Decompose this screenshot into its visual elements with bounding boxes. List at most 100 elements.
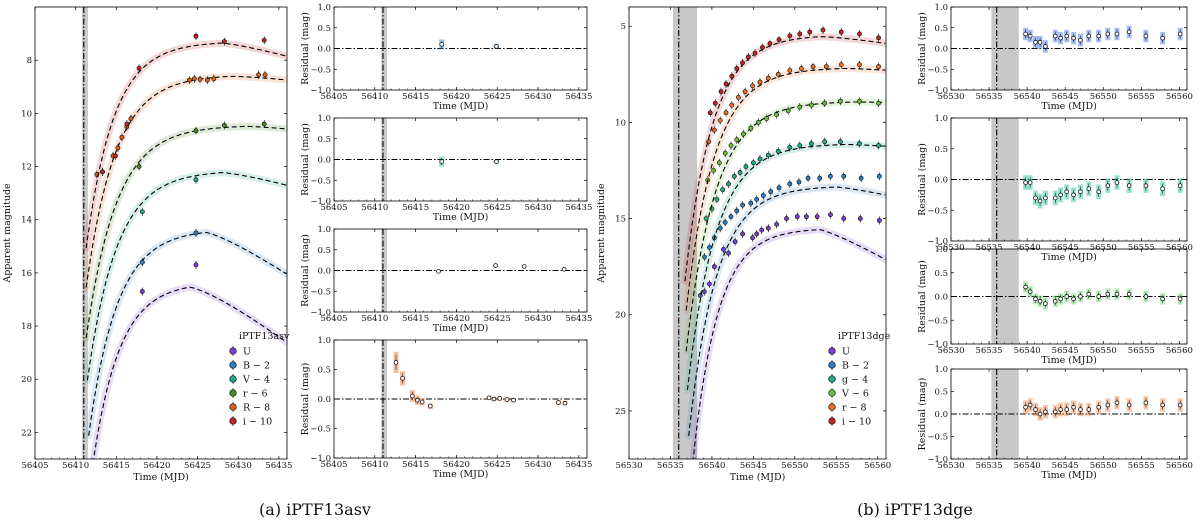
residual-point <box>414 397 420 403</box>
data-point <box>197 76 203 82</box>
data-point <box>765 152 771 158</box>
data-point <box>807 29 813 35</box>
data-point <box>774 221 779 227</box>
y-tick-label: 5 <box>621 22 626 32</box>
data-point <box>720 187 726 193</box>
data-point <box>731 173 737 179</box>
x-axis-label: Time (MJD) <box>1041 470 1097 481</box>
residual-point <box>561 267 567 272</box>
data-point <box>128 116 134 122</box>
x-tick-label: 56435 <box>565 92 592 102</box>
data-point <box>760 193 766 198</box>
residual-point <box>511 397 516 403</box>
y-tick-label: 0.0 <box>317 267 331 277</box>
data-point <box>876 100 881 106</box>
data-point <box>857 62 862 68</box>
x-tick-label: 56545 <box>740 461 767 471</box>
x-tick-label: 56560 <box>1166 346 1193 356</box>
data-point <box>754 231 760 237</box>
data-point <box>805 175 811 181</box>
legend-marker <box>828 347 836 355</box>
data-point <box>858 175 864 181</box>
data-point <box>796 179 802 185</box>
data-point <box>729 73 735 79</box>
data-point <box>211 76 217 82</box>
residual-point <box>1177 183 1183 188</box>
x-tick-label: 56545 <box>1052 243 1079 253</box>
y-tick-label: 0.5 <box>934 388 948 398</box>
data-point <box>726 181 731 187</box>
plot-area <box>681 26 886 459</box>
x-tick-label: 56555 <box>1128 346 1155 356</box>
residual-point <box>1114 180 1120 185</box>
residual-point <box>1033 40 1038 45</box>
data-point <box>256 72 261 78</box>
x-tick-label: 56535 <box>976 243 1003 253</box>
residual-point <box>410 393 415 399</box>
x-axis-label: Time (MJD) <box>133 472 189 483</box>
data-point <box>222 122 227 128</box>
data-point <box>787 33 793 39</box>
data-point <box>822 139 828 145</box>
axes-frame <box>950 368 1188 460</box>
residual-point <box>1078 407 1083 412</box>
residual-point <box>1143 183 1149 188</box>
x-tick-label: 56540 <box>1014 92 1041 102</box>
legend-marker <box>828 403 836 411</box>
legend-marker <box>229 347 237 355</box>
x-tick-label: 56545 <box>1052 92 1079 102</box>
x-tick-label: 56415 <box>402 314 429 324</box>
data-point <box>139 289 145 294</box>
legend-label: i − 10 <box>842 417 871 428</box>
y-tick-label: 0.5 <box>317 24 331 34</box>
residual-point <box>1058 35 1063 41</box>
y-tick-label: −0.5 <box>310 176 331 186</box>
residual-point <box>1105 31 1111 37</box>
y-tick-label: 0.5 <box>934 24 948 34</box>
data-point <box>734 208 740 214</box>
residual-panels-iptf13asv: 56405 56410 56415 56420 56425 56430 56435 −1.0 −… <box>300 3 592 480</box>
data-point <box>193 128 199 134</box>
y-axis-label: Residual (mag) <box>917 378 928 451</box>
x-tick-label: 56535 <box>976 461 1003 471</box>
plot-area <box>82 32 287 459</box>
data-point <box>742 89 748 95</box>
y-tick-label: 15 <box>615 215 626 225</box>
data-point <box>823 64 829 70</box>
residual-point <box>1105 402 1111 408</box>
data-point <box>193 33 199 39</box>
residual-point <box>1086 186 1092 191</box>
data-point <box>794 214 800 220</box>
y-axis-label: Residual (mag) <box>917 12 928 85</box>
data-point <box>728 143 734 148</box>
x-tick-label: 56530 <box>937 461 964 471</box>
data-point <box>748 200 754 206</box>
y-tick-label: 0.5 <box>317 246 331 256</box>
data-point <box>876 143 881 148</box>
y-axis-label: Apparent magnitude <box>596 183 607 284</box>
data-point <box>765 225 771 231</box>
axes-frame <box>34 6 288 460</box>
data-point <box>261 121 267 127</box>
axes-frame <box>950 6 1188 91</box>
data-point <box>732 239 738 245</box>
x-tick-label: 56425 <box>484 92 511 102</box>
x-tick-label: 56405 <box>320 92 347 102</box>
y-tick-label: 10 <box>615 118 626 128</box>
x-tick-label: 56410 <box>361 203 388 213</box>
data-point <box>838 62 844 68</box>
data-point <box>876 173 882 179</box>
y-tick-label: 12 <box>21 163 32 173</box>
model-best-fit-line <box>686 143 886 391</box>
data-point <box>797 104 803 110</box>
data-point <box>136 164 142 169</box>
caption-left: (a) iPTF13asv <box>259 500 371 519</box>
data-point <box>723 81 729 87</box>
y-tick-label: 1.0 <box>934 365 948 375</box>
data-point <box>775 71 781 77</box>
legend-label: V − 4 <box>242 375 270 386</box>
x-tick-label: 56555 <box>1128 92 1155 102</box>
model-best-fit-line <box>688 186 886 436</box>
data-point <box>703 216 709 221</box>
